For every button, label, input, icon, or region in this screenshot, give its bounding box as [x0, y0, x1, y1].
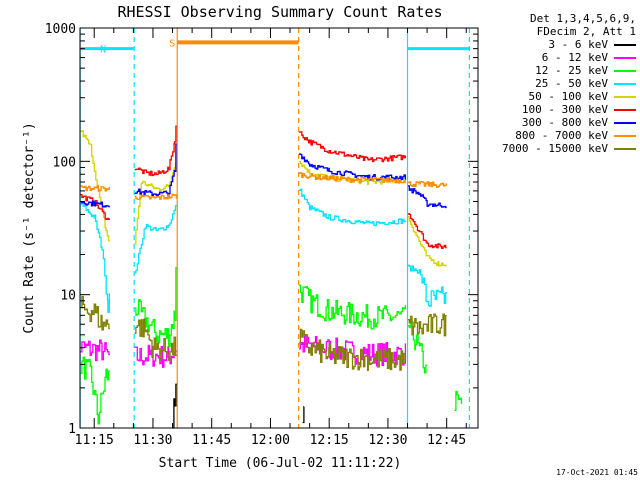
series-line: [80, 356, 110, 425]
series-line: [299, 172, 406, 184]
y-tick-label: 1000: [45, 22, 76, 37]
plot-area: NS: [79, 28, 470, 429]
x-tick-label: 11:45: [192, 433, 231, 448]
legend-entry-label: 7000 - 15000 keV: [502, 142, 608, 155]
legend-entry: 300 - 800 keV: [478, 116, 636, 129]
legend-entry: 3 - 6 keV: [478, 38, 636, 51]
series-line: [134, 266, 177, 347]
series-line: [407, 181, 447, 189]
x-tick-label: 12:00: [251, 433, 290, 448]
series-line: [134, 193, 177, 201]
legend-entry: 7000 - 15000 keV: [478, 142, 636, 155]
plot-frame: [79, 27, 479, 429]
legend-swatch: [614, 121, 636, 124]
legend-entry: 6 - 12 keV: [478, 51, 636, 64]
series-line: [134, 318, 177, 361]
series-line: [407, 313, 447, 337]
legend-entry-label: 3 - 6 keV: [548, 38, 608, 51]
series-line: [134, 205, 177, 274]
series-line: [80, 295, 110, 331]
legend-entry-label: 300 - 800 keV: [521, 116, 608, 129]
series-line: [407, 264, 447, 307]
legend-entry: 50 - 100 keV: [478, 90, 636, 103]
footer-timestamp: 17-Oct-2021 01:45: [556, 468, 638, 477]
y-tick-label: 100: [53, 155, 76, 170]
flag-label: S: [169, 38, 175, 49]
legend-header-line-1: Det 1,3,4,5,6,9,: [530, 12, 636, 25]
legend-header-line-2: FDecim 2, Att 1: [536, 25, 636, 38]
legend-entry: 25 - 50 keV: [478, 77, 636, 90]
legend-entry-label: 800 - 7000 keV: [515, 129, 608, 142]
x-axis-label: Start Time (06-Jul-02 11:11:22): [159, 456, 402, 471]
x-tick-label: 12:30: [368, 433, 407, 448]
series-line: [299, 188, 407, 227]
y-tick-label: 10: [60, 289, 76, 304]
legend-entries: 3 - 6 keV 6 - 12 keV 12 - 25 keV 25 - 50 ke…: [478, 38, 636, 155]
flag-label: N: [100, 45, 106, 56]
legend-entry-label: 100 - 300 keV: [521, 103, 608, 116]
series-line: [80, 130, 110, 242]
series-line: [407, 185, 447, 209]
legend-swatch: [614, 147, 636, 150]
series-line: [299, 284, 407, 330]
legend-entry-label: 12 - 25 keV: [535, 64, 608, 77]
legend-entry-label: 25 - 50 keV: [535, 77, 608, 90]
x-tick-label: 11:30: [133, 433, 172, 448]
series-line: [80, 200, 110, 208]
legend-swatch: [614, 82, 636, 85]
x-tick-label: 12:15: [310, 433, 349, 448]
chart-title: RHESSI Observing Summary Count Rates: [117, 3, 442, 21]
legend-entry-label: 6 - 12 keV: [541, 51, 608, 64]
y-tick-label: 1: [68, 422, 76, 437]
legend-entry-label: 50 - 100 keV: [528, 90, 608, 103]
legend-swatch: [614, 56, 636, 59]
legend-swatch: [614, 134, 636, 137]
series-line: [80, 202, 110, 313]
series-line: [134, 143, 177, 197]
legend-entry: 800 - 7000 keV: [478, 129, 636, 142]
series-line: [302, 406, 305, 424]
legend-swatch: [614, 95, 636, 98]
y-axis-ticks: 1 10 100 1000: [45, 22, 478, 437]
y-axis-label: Count Rate (s⁻¹ detector⁻¹): [22, 122, 37, 333]
legend-swatch: [614, 43, 636, 46]
series-line: [80, 185, 110, 192]
legend-entry: 100 - 300 keV: [478, 103, 636, 116]
series-line: [454, 390, 463, 411]
series-line: [134, 162, 177, 245]
x-tick-label: 12:45: [427, 433, 466, 448]
legend: Det 1,3,4,5,6,9, FDecim 2, Att 1 3 - 6 k…: [478, 12, 636, 155]
legend-swatch: [614, 108, 636, 111]
series-line: [407, 213, 447, 249]
series-line: [172, 383, 177, 429]
series-line: [407, 216, 447, 267]
legend-swatch: [614, 69, 636, 72]
x-tick-label: 11:15: [75, 433, 114, 448]
series-line: [80, 339, 110, 362]
legend-entry: 12 - 25 keV: [478, 64, 636, 77]
series-line: [299, 131, 407, 163]
series-line: [134, 125, 177, 177]
series-line: [299, 328, 407, 372]
x-axis-ticks: 11:15 11:30 11:45 12:00 12:15 12:30 12:45: [75, 28, 467, 448]
